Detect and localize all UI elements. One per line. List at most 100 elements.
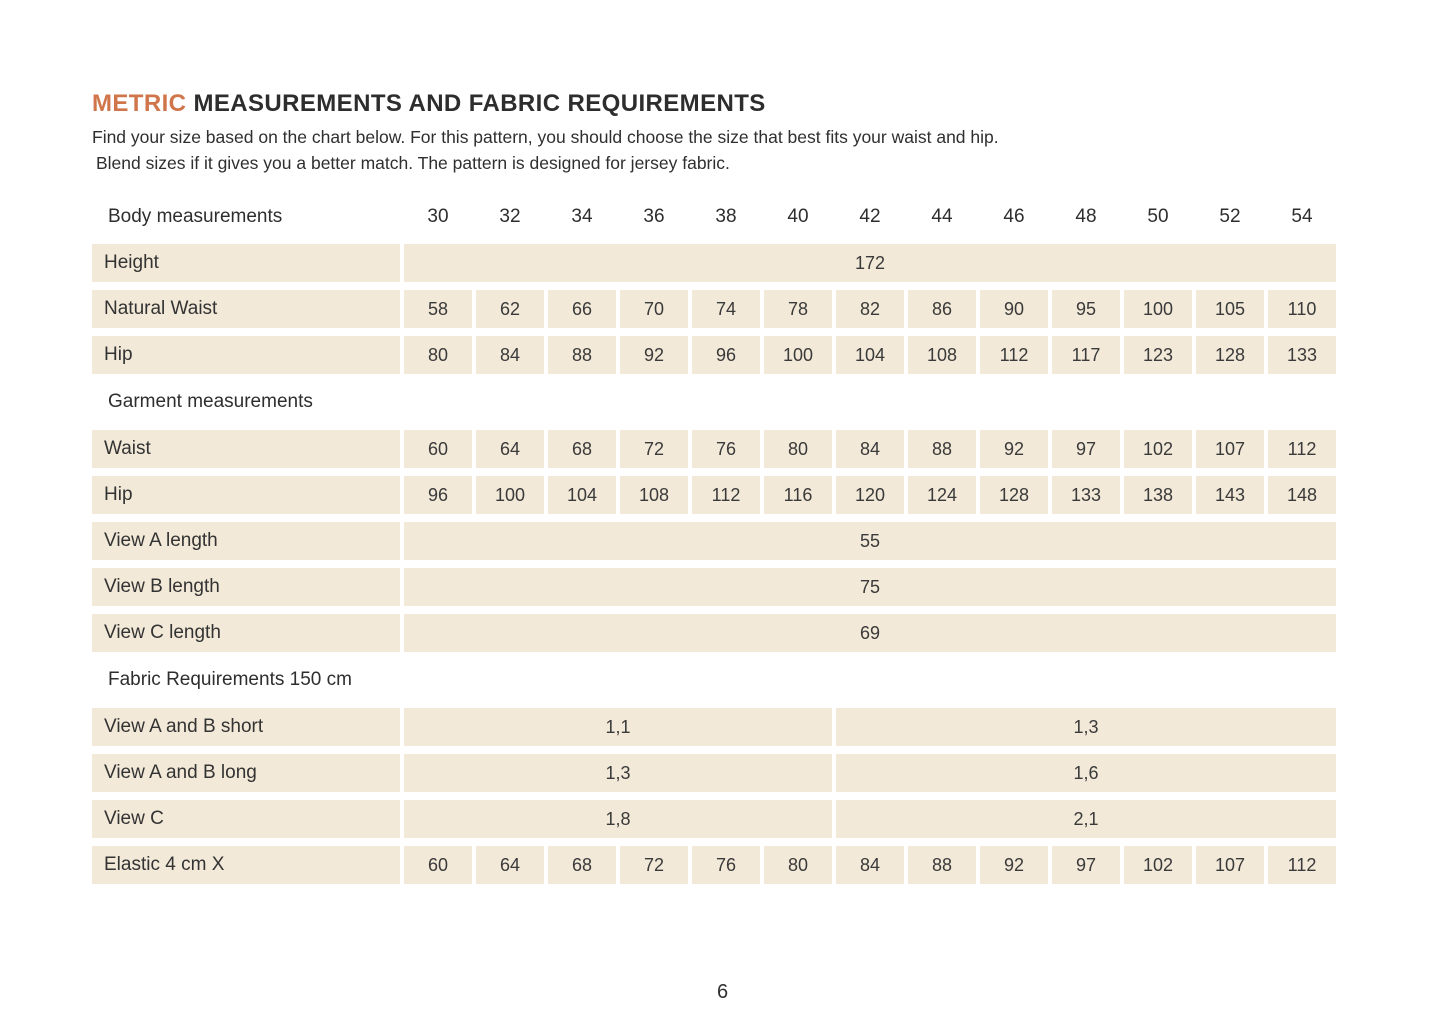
size-column-header: 48 bbox=[1075, 206, 1097, 227]
split-value-cell-left: 1,3 bbox=[404, 754, 832, 792]
value-cell: 72 bbox=[620, 846, 688, 884]
page-content: METRIC MEASUREMENTS AND FABRIC REQUIREME… bbox=[92, 0, 1338, 884]
section-header: Garment measurements bbox=[108, 391, 313, 412]
value-cell: 104 bbox=[836, 336, 904, 374]
value-cell: 133 bbox=[1052, 476, 1120, 514]
size-column-header: 32 bbox=[499, 206, 521, 227]
table-row-view-ab-short: View A and B short 1,1 1,3 bbox=[92, 708, 1338, 746]
value-cell: 116 bbox=[764, 476, 832, 514]
value-cell: 97 bbox=[1052, 846, 1120, 884]
table-row-view-c-length: View C length 69 bbox=[92, 614, 1338, 652]
page-title-rest: MEASUREMENTS AND FABRIC REQUIREMENTS bbox=[186, 90, 766, 117]
spanning-value-cell: 172 bbox=[404, 244, 1336, 282]
value-cell: 64 bbox=[476, 430, 544, 468]
table-row-view-a-length: View A length 55 bbox=[92, 522, 1338, 560]
row-label: Natural Waist bbox=[92, 290, 400, 328]
row-label: Hip bbox=[92, 336, 400, 374]
value-cell: 78 bbox=[764, 290, 832, 328]
value-cell: 60 bbox=[404, 430, 472, 468]
size-chart-table: Body measurements 30 32 34 36 38 40 42 4… bbox=[92, 198, 1338, 884]
value-cell: 92 bbox=[620, 336, 688, 374]
table-row-view-c: View C 1,8 2,1 bbox=[92, 800, 1338, 838]
value-cell: 108 bbox=[620, 476, 688, 514]
intro-line-2: Blend sizes if it gives you a better mat… bbox=[96, 152, 730, 173]
value-cell: 97 bbox=[1052, 430, 1120, 468]
value-cell: 92 bbox=[980, 430, 1048, 468]
value-cell: 92 bbox=[980, 846, 1048, 884]
spanning-value-cell: 69 bbox=[404, 614, 1336, 652]
size-column-header: 42 bbox=[859, 206, 881, 227]
split-value-cell-left: 1,8 bbox=[404, 800, 832, 838]
row-label: Height bbox=[92, 244, 400, 282]
size-column-header: 52 bbox=[1219, 206, 1241, 227]
table-row-elastic: Elastic 4 cm X 60 64 68 72 76 80 84 88 9… bbox=[92, 846, 1338, 884]
value-cell: 76 bbox=[692, 846, 760, 884]
value-cell: 104 bbox=[548, 476, 616, 514]
section-row-garment-measurements: Garment measurements bbox=[92, 382, 1338, 422]
split-value-cell-right: 2,1 bbox=[836, 800, 1336, 838]
page-title: METRIC MEASUREMENTS AND FABRIC REQUIREME… bbox=[92, 90, 1338, 118]
value-cell: 120 bbox=[836, 476, 904, 514]
value-cell: 105 bbox=[1196, 290, 1264, 328]
size-column-header: 36 bbox=[643, 206, 665, 227]
value-cell: 64 bbox=[476, 846, 544, 884]
row-label: View A length bbox=[92, 522, 400, 560]
value-cell: 102 bbox=[1124, 430, 1192, 468]
size-column-header: 50 bbox=[1147, 206, 1169, 227]
intro-text: Find your size based on the chart below.… bbox=[92, 125, 1338, 176]
value-cell: 143 bbox=[1196, 476, 1264, 514]
row-label: Hip bbox=[92, 476, 400, 514]
value-cell: 128 bbox=[980, 476, 1048, 514]
size-column-header: 54 bbox=[1291, 206, 1313, 227]
value-cell: 107 bbox=[1196, 430, 1264, 468]
row-label: View A and B short bbox=[92, 708, 400, 746]
row-label: View C length bbox=[92, 614, 400, 652]
value-cell: 100 bbox=[764, 336, 832, 374]
value-cell: 107 bbox=[1196, 846, 1264, 884]
value-cell: 70 bbox=[620, 290, 688, 328]
table-row-garment-hip: Hip 96 100 104 108 112 116 120 124 128 1… bbox=[92, 476, 1338, 514]
value-cell: 68 bbox=[548, 430, 616, 468]
value-cell: 86 bbox=[908, 290, 976, 328]
intro-line-1: Find your size based on the chart below.… bbox=[92, 127, 999, 147]
value-cell: 95 bbox=[1052, 290, 1120, 328]
row-label: View C bbox=[92, 800, 400, 838]
value-cell: 100 bbox=[1124, 290, 1192, 328]
size-column-header: 30 bbox=[427, 206, 449, 227]
value-cell: 80 bbox=[764, 846, 832, 884]
value-cell: 80 bbox=[404, 336, 472, 374]
table-row-garment-waist: Waist 60 64 68 72 76 80 84 88 92 97 102 … bbox=[92, 430, 1338, 468]
section-header: Fabric Requirements 150 cm bbox=[108, 669, 352, 690]
value-cell: 133 bbox=[1268, 336, 1336, 374]
size-column-header: 46 bbox=[1003, 206, 1025, 227]
column-header-body-measurements: Body measurements bbox=[108, 206, 283, 227]
value-cell: 76 bbox=[692, 430, 760, 468]
value-cell: 138 bbox=[1124, 476, 1192, 514]
value-cell: 82 bbox=[836, 290, 904, 328]
size-column-header: 38 bbox=[715, 206, 737, 227]
value-cell: 62 bbox=[476, 290, 544, 328]
value-cell: 96 bbox=[692, 336, 760, 374]
value-cell: 84 bbox=[836, 430, 904, 468]
page-title-accent: METRIC bbox=[92, 90, 187, 117]
value-cell: 80 bbox=[764, 430, 832, 468]
value-cell: 60 bbox=[404, 846, 472, 884]
table-row-height: Height 172 bbox=[92, 244, 1338, 282]
row-label: View A and B long bbox=[92, 754, 400, 792]
value-cell: 90 bbox=[980, 290, 1048, 328]
value-cell: 112 bbox=[980, 336, 1048, 374]
value-cell: 84 bbox=[836, 846, 904, 884]
table-row-view-b-length: View B length 75 bbox=[92, 568, 1338, 606]
row-label: View B length bbox=[92, 568, 400, 606]
value-cell: 72 bbox=[620, 430, 688, 468]
page-number: 6 bbox=[716, 981, 729, 1003]
row-label: Waist bbox=[92, 430, 400, 468]
table-row-body-hip: Hip 80 84 88 92 96 100 104 108 112 117 1… bbox=[92, 336, 1338, 374]
size-column-header: 40 bbox=[787, 206, 809, 227]
value-cell: 124 bbox=[908, 476, 976, 514]
value-cell: 102 bbox=[1124, 846, 1192, 884]
value-cell: 96 bbox=[404, 476, 472, 514]
value-cell: 68 bbox=[548, 846, 616, 884]
value-cell: 117 bbox=[1052, 336, 1120, 374]
